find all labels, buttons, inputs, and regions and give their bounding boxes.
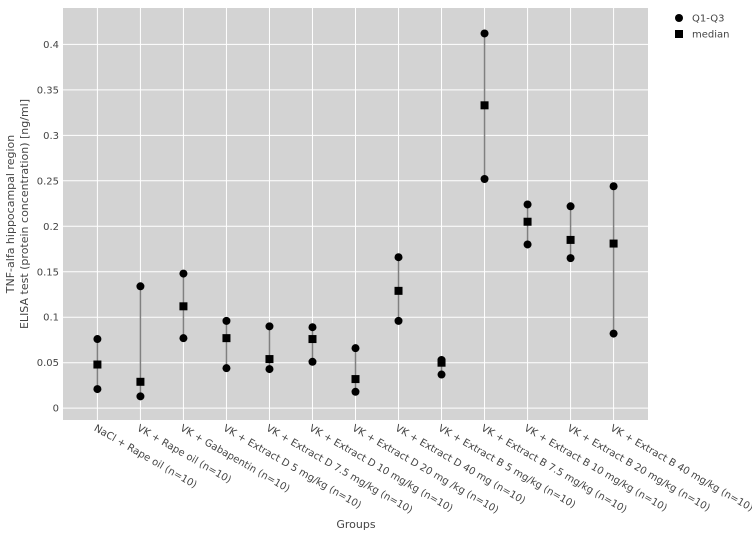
point-high bbox=[308, 323, 317, 332]
point-low bbox=[308, 357, 317, 366]
point-low bbox=[609, 329, 618, 338]
point-values bbox=[265, 355, 274, 364]
point-low bbox=[265, 365, 274, 374]
y-tick-label: 0 bbox=[53, 404, 59, 415]
point-high bbox=[394, 253, 403, 262]
y-tick-label: 0.3 bbox=[43, 131, 59, 142]
point-high bbox=[480, 29, 489, 38]
point-high bbox=[609, 182, 618, 191]
point-values bbox=[566, 235, 575, 244]
point-values bbox=[437, 358, 446, 367]
y-tick-label: 0.35 bbox=[37, 85, 59, 96]
y-axis-title: TNF-alfa hippocampal region bbox=[4, 135, 17, 294]
point-high bbox=[179, 269, 188, 278]
point-low bbox=[222, 364, 231, 373]
point-values bbox=[308, 335, 317, 344]
y-tick-label: 0.2 bbox=[43, 222, 59, 233]
point-high bbox=[222, 316, 231, 325]
legend-label: Q1-Q3 bbox=[692, 14, 724, 25]
point-high bbox=[93, 335, 102, 344]
point-values bbox=[136, 377, 145, 386]
y-tick-label: 0.4 bbox=[43, 40, 59, 51]
point-values bbox=[351, 375, 360, 384]
y-axis-title: ELISA test (protein concentration) [ng/m… bbox=[18, 99, 31, 329]
point-low bbox=[523, 240, 532, 249]
point-high bbox=[351, 344, 360, 353]
point-high bbox=[136, 282, 145, 291]
point-low bbox=[437, 370, 446, 379]
point-low bbox=[480, 174, 489, 183]
point-high bbox=[566, 202, 575, 211]
legend-label: median bbox=[692, 30, 730, 41]
point-high bbox=[523, 200, 532, 209]
point-values bbox=[179, 302, 188, 311]
point-low bbox=[136, 392, 145, 401]
point-low bbox=[394, 316, 403, 325]
point-values bbox=[222, 334, 231, 343]
x-axis-title: Groups bbox=[336, 518, 375, 531]
legend-marker bbox=[675, 14, 683, 22]
point-values bbox=[609, 239, 618, 248]
point-values bbox=[394, 286, 403, 295]
y-tick-label: 0.15 bbox=[37, 267, 59, 278]
legend-marker bbox=[675, 30, 683, 38]
point-low bbox=[93, 385, 102, 394]
point-values bbox=[480, 101, 489, 110]
y-tick-label: 0.1 bbox=[43, 313, 59, 324]
point-low bbox=[351, 387, 360, 396]
point-values bbox=[93, 360, 102, 369]
point-low bbox=[566, 254, 575, 263]
point-low bbox=[179, 334, 188, 343]
y-tick-label: 0.25 bbox=[37, 176, 59, 187]
y-tick-label: 0.05 bbox=[37, 358, 59, 369]
point-values bbox=[523, 217, 532, 226]
point-high bbox=[265, 322, 274, 331]
